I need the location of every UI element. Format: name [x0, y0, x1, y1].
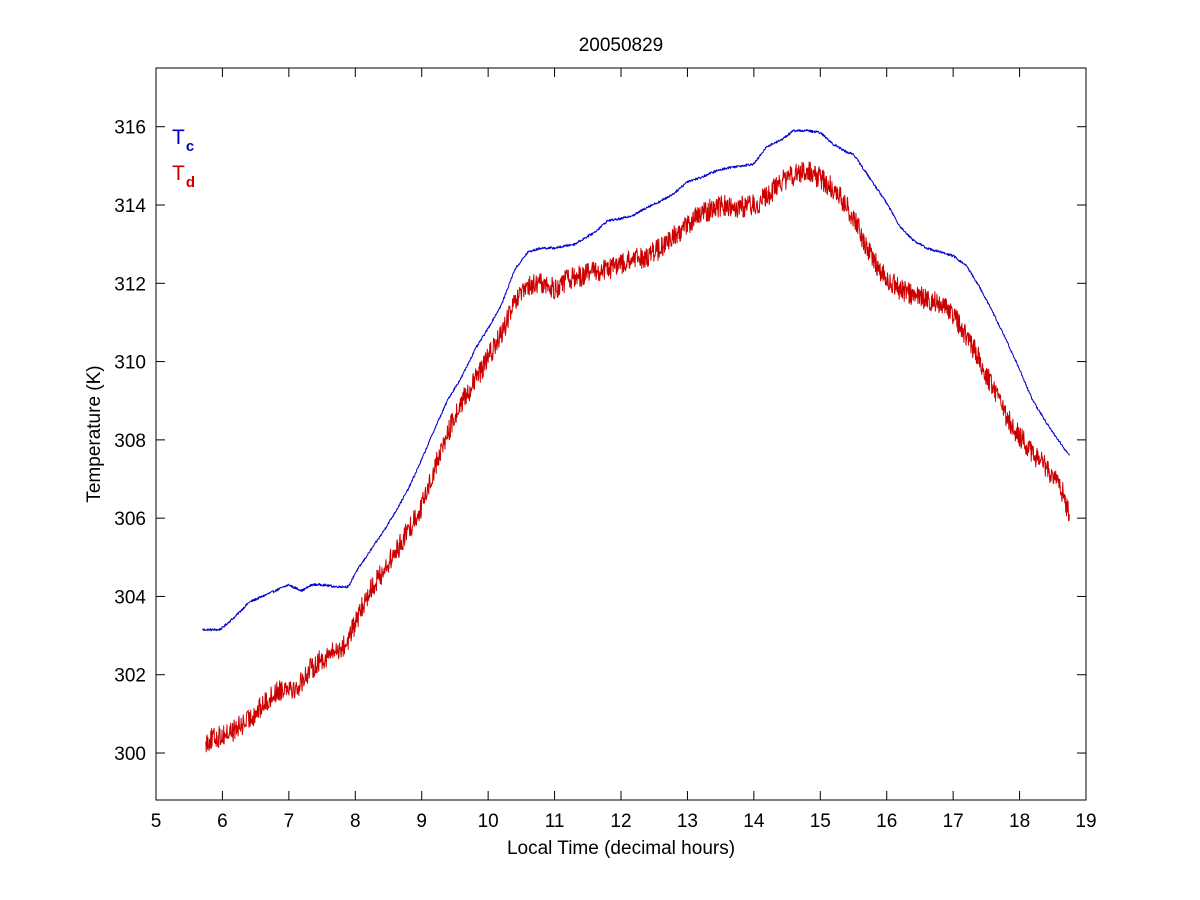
y-tick-label: 308: [114, 431, 146, 452]
x-tick-label: 16: [876, 811, 897, 832]
legend-subscript-tc: c: [186, 138, 194, 155]
series-line-tc: [202, 129, 1070, 632]
y-axis-label: Temperature (K): [84, 365, 105, 502]
y-tick-label: 314: [114, 196, 146, 217]
legend-label-td: T: [172, 162, 185, 185]
x-tick-label: 11: [545, 811, 565, 832]
x-tick-label: 6: [217, 811, 228, 832]
x-tick-label: 12: [610, 811, 631, 832]
series-line-td: [205, 161, 1070, 753]
y-tick-label: 316: [114, 118, 146, 139]
x-tick-label: 8: [350, 811, 361, 832]
y-tick-label: 304: [114, 587, 146, 608]
x-axis-label: Local Time (decimal hours): [507, 838, 735, 859]
y-tick-label: 306: [114, 509, 146, 530]
y-tick-label: 310: [114, 353, 146, 374]
x-tick-label: 18: [1009, 811, 1030, 832]
x-tick-label: 10: [478, 811, 499, 832]
x-tick-label: 19: [1075, 811, 1096, 832]
x-tick-label: 15: [810, 811, 831, 832]
x-tick-label: 13: [677, 811, 698, 832]
y-axis: 300 302 304 306 308 310 312 314 316: [114, 118, 1086, 765]
plot-area: [156, 68, 1086, 800]
legend-entry-tc: Tc: [172, 126, 194, 155]
x-tick-label: 5: [151, 811, 162, 832]
legend-label-tc: T: [172, 126, 185, 149]
y-tick-label: 302: [114, 666, 146, 687]
y-tick-label: 300: [114, 744, 146, 765]
chart-title: 20050829: [579, 35, 664, 56]
x-axis: 5 6 7 8 9 10 11 12 13 14 15 16 17 18 19: [151, 68, 1097, 832]
legend: Tc Td: [172, 126, 195, 191]
x-tick-label: 9: [416, 811, 427, 832]
legend-subscript-td: d: [186, 174, 195, 191]
x-tick-label: 7: [284, 811, 295, 832]
legend-entry-td: Td: [172, 162, 195, 191]
x-tick-label: 17: [943, 811, 964, 832]
series-layer: [202, 129, 1070, 753]
y-tick-label: 312: [114, 274, 146, 295]
x-tick-label: 14: [743, 811, 765, 832]
